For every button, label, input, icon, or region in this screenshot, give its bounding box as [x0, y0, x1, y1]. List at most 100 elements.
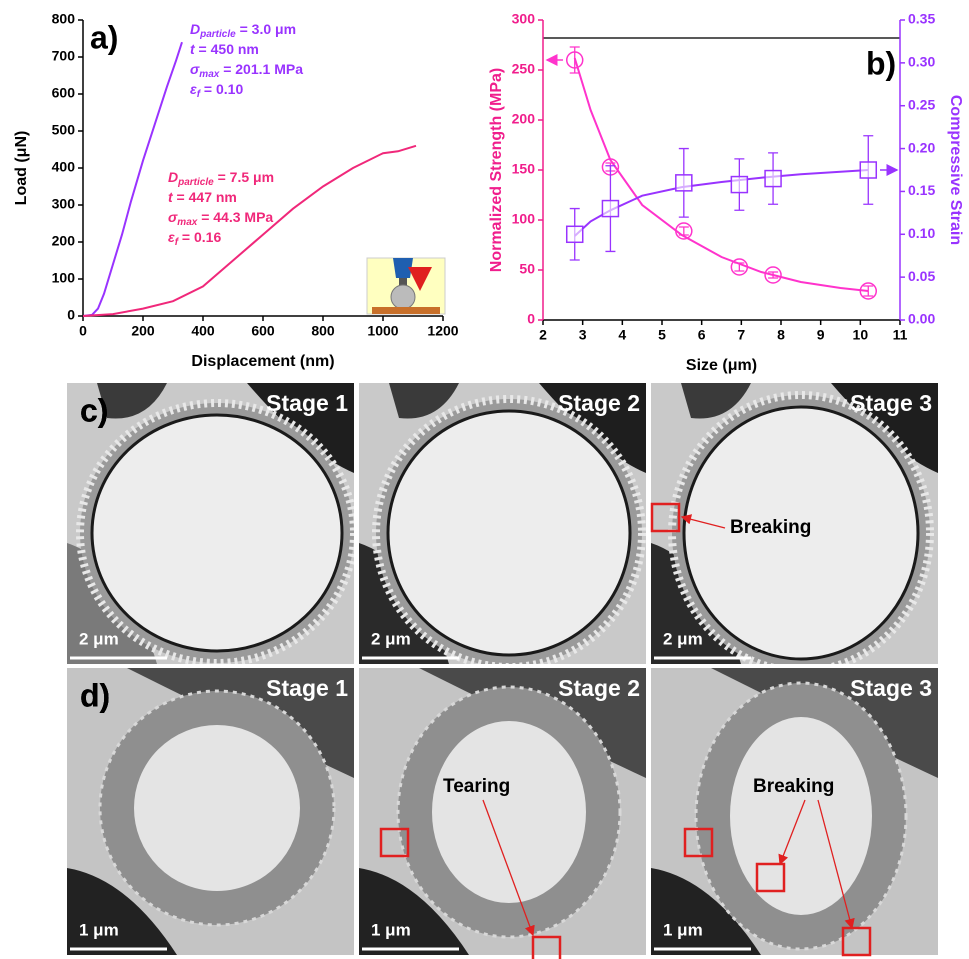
x-tick-label: 0 [79, 323, 87, 339]
particle-edge [694, 681, 908, 951]
stage-label: Stage 1 [266, 390, 348, 416]
highlight-box [683, 827, 714, 858]
scale-label: 1 μm [79, 920, 119, 939]
annotation-subscript: max [177, 217, 197, 228]
annotation: Breaking [753, 776, 834, 797]
annotation-subscript: particle [199, 29, 236, 40]
annotation-subscript: particle [177, 177, 214, 188]
dark-region [97, 383, 167, 419]
panel-label: b) [866, 45, 896, 81]
annotation-text: = 0.16 [178, 229, 221, 245]
y-tick-label: 100 [52, 270, 76, 286]
fit-line [573, 57, 869, 292]
data-line [82, 41, 183, 317]
scale-label: 2 μm [663, 629, 703, 648]
y-tick-label: 250 [512, 61, 536, 77]
x-tick-label: 5 [658, 327, 666, 343]
highlight-box [650, 502, 681, 533]
panel-label: c) [80, 392, 108, 428]
x-tick-label: 11 [893, 327, 908, 343]
annotation-symbol: D [168, 169, 178, 185]
data-point [601, 199, 620, 218]
data-point [764, 169, 782, 188]
y-tick-label: 800 [52, 11, 76, 27]
dark-region [539, 383, 646, 473]
highlight-box [755, 862, 786, 893]
y-tick-label: 600 [52, 85, 76, 101]
micrograph [359, 383, 646, 664]
arrow [778, 799, 806, 866]
highlight-box [841, 926, 872, 957]
x-tick-label: 10 [853, 327, 869, 343]
y-tick-label: 0 [527, 311, 535, 327]
particle-shell [386, 409, 632, 657]
particle-shell [90, 413, 344, 653]
y-tick-label: 300 [52, 196, 76, 212]
annotation-text: = 44.3 MPa [197, 209, 273, 225]
x-tick-label: 3 [579, 327, 587, 343]
annotation: t = 447 nm [168, 189, 237, 205]
annotation-symbol: D [190, 21, 200, 37]
x-tick-label: 8 [777, 327, 785, 343]
annotation: εf = 0.10 [190, 81, 243, 100]
scale-label: 2 μm [371, 629, 411, 648]
panel-label: d) [80, 677, 110, 713]
micrograph [67, 668, 354, 955]
y2-tick-label: 0.20 [908, 139, 935, 155]
stage-label: Stage 3 [850, 675, 932, 701]
particle-shell [682, 405, 920, 661]
error-bar [863, 285, 874, 297]
micrograph [651, 383, 938, 664]
y2-tick-label: 0.30 [908, 54, 935, 70]
data-point [859, 161, 878, 179]
y2-tick-label: 0.00 [908, 311, 935, 327]
dark-region [681, 383, 751, 419]
scale-label: 2 μm [79, 629, 119, 648]
stage-label: Stage 2 [558, 675, 640, 701]
annotation-symbol: σ [190, 61, 200, 77]
stage-label: Stage 3 [850, 390, 932, 416]
particle-shell [100, 691, 334, 925]
x-tick-label: 200 [131, 323, 155, 339]
panel-label: d) [80, 677, 110, 713]
y2-tick-label: 0.05 [908, 268, 935, 284]
x-tick-label: 4 [618, 327, 626, 343]
x-tick-label: 1000 [367, 323, 398, 339]
x-tick-label: 7 [737, 327, 745, 343]
x-tick-label: 600 [251, 323, 275, 339]
dark-region [651, 868, 761, 955]
micrograph-content [67, 668, 354, 955]
data-point [565, 225, 584, 244]
annotation: Dparticle = 3.0 μm [190, 21, 296, 40]
y2-axis-label: Compressive Strain [947, 95, 964, 245]
dark-region [389, 383, 459, 419]
panel-label: c) [80, 392, 108, 428]
micrograph-content [651, 668, 938, 955]
data-point [730, 175, 749, 194]
data-point [675, 174, 693, 192]
stage-label: Stage 2 [558, 390, 640, 416]
y-tick-label: 200 [52, 233, 76, 249]
annotation-text: = 0.10 [200, 81, 243, 97]
annotation-subscript: f [175, 237, 180, 248]
y2-tick-label: 0.15 [908, 182, 935, 198]
annotation: Tearing [443, 776, 510, 797]
data-point [730, 258, 749, 276]
annotation-text: = 7.5 μm [214, 169, 274, 185]
annotation: Dparticle = 7.5 μm [168, 169, 274, 188]
stage-label: Stage 1 [266, 675, 348, 701]
data-point [859, 282, 878, 300]
dark-region [359, 868, 469, 955]
error-bar [734, 262, 745, 272]
micrograph-content [359, 668, 646, 955]
y-tick-label: 0 [67, 307, 75, 323]
micrograph-content [359, 383, 646, 664]
arrow [482, 799, 535, 937]
y-tick-label: 50 [519, 261, 535, 277]
scale-label: 1 μm [663, 920, 703, 939]
highlight-box [379, 827, 410, 858]
panel-label: c) [80, 392, 108, 428]
annotation-subscript: f [197, 89, 202, 100]
micrograph-content [67, 383, 354, 664]
arrow [817, 799, 855, 930]
